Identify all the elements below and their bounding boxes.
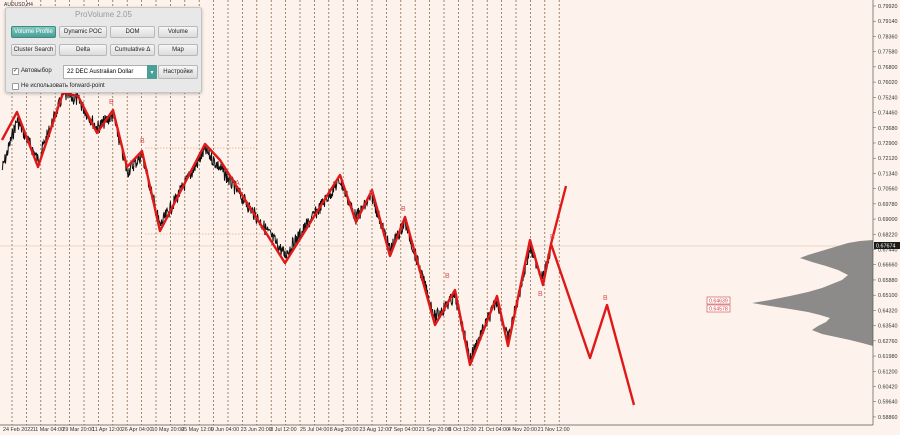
time-tick-label: 23 Aug 12:00 — [359, 427, 391, 433]
cluster-search-button[interactable]: Cluster Search — [11, 44, 56, 56]
wave-label: B — [140, 138, 145, 145]
time-tick-label: 7 Sep 04:00 — [389, 427, 418, 433]
chart-symbol: AUDUSD,H4 — [4, 2, 33, 8]
price-tick-label: 0.78360 — [878, 34, 898, 40]
price-tick-label: 0.62760 — [878, 339, 898, 345]
level-box-value: 0.64578 — [709, 307, 728, 313]
level-boxes: 0.64639 0.64578 — [706, 296, 731, 313]
wave-labels: B B A B B B B B B — [109, 99, 608, 302]
time-tick-label: 11 Mar 04:00 — [33, 427, 64, 433]
delta-button[interactable]: Delta — [59, 44, 107, 56]
dom-button[interactable]: DOM — [110, 26, 155, 38]
price-tick-label: 0.77580 — [878, 50, 898, 56]
dynamic-poc-button[interactable]: Dynamic POC — [59, 26, 107, 38]
price-axis[interactable]: 0.79920 0.79140 0.78360 0.77580 0.76800 0.760… — [873, 4, 898, 421]
time-tick-label: 21 Nov 12:00 — [538, 427, 570, 433]
forward-point-label: Не использовать forward-point — [21, 83, 105, 89]
volume-profile-button[interactable]: Volume Profile — [11, 26, 56, 38]
price-tick-label: 0.60420 — [878, 385, 898, 391]
price-tick-label: 0.71340 — [878, 171, 898, 177]
time-tick-label: 21 Sep 20:00 — [419, 427, 451, 433]
price-tick-label: 0.67440 — [878, 248, 898, 254]
chevron-down-icon[interactable]: ▾ — [147, 65, 157, 79]
wave-projection — [549, 243, 636, 406]
price-tick-label: 0.58860 — [878, 415, 898, 421]
time-tick-label: 11 Apr 12:00 — [92, 427, 122, 433]
time-tick-label: 9 Jun 04:00 — [211, 427, 239, 433]
wave-label: B — [603, 295, 608, 302]
panel-title: ProVolume 2.05 — [75, 10, 132, 19]
level-box-value: 0.64639 — [709, 299, 728, 305]
wave-label: A — [235, 180, 240, 187]
price-tick-label: 0.75240 — [878, 95, 898, 101]
time-tick-label: 21 Oct 04:00 — [478, 427, 509, 433]
price-tick-label: 0.61980 — [878, 354, 898, 360]
price-tick-label: 0.70560 — [878, 187, 898, 193]
auto-select-checkbox[interactable] — [12, 67, 19, 75]
time-tick-label: 10 May 20:00 — [152, 427, 185, 433]
price-tick-label: 0.66660 — [878, 263, 898, 269]
current-price-tag — [874, 242, 900, 249]
time-tick-label: 25 Jul 04:00 — [300, 427, 329, 433]
cumulative-delta-button[interactable]: Cumulative Δ — [110, 44, 155, 56]
auto-select-label: Автовыбор — [21, 68, 52, 74]
provolume-panel[interactable]: ProVolume 2.05 Volume Profile Dynamic PO… — [5, 7, 202, 93]
volume-profile-histogram — [752, 240, 873, 346]
settings-button[interactable]: Настройки — [158, 65, 198, 79]
volume-button[interactable]: Volume — [158, 26, 198, 38]
time-tick-label: 26 Apr 04:00 — [122, 427, 153, 433]
wave-label: B — [401, 206, 406, 213]
time-tick-label: 6 Oct 12:00 — [449, 427, 477, 433]
time-tick-label: 8 Aug 20:00 — [330, 427, 359, 433]
price-tick-label: 0.63540 — [878, 324, 898, 330]
price-tick-label: 0.61200 — [878, 369, 898, 375]
wave-label: B — [445, 273, 450, 280]
wave-label: B — [109, 99, 114, 106]
price-tick-label: 0.76020 — [878, 80, 898, 86]
current-price-value: 0.67674 — [876, 244, 896, 250]
contract-select[interactable]: 22 DEC Australian Dollar ▾ — [63, 65, 157, 79]
price-tick-label: 0.65100 — [878, 293, 898, 299]
wave-label: B — [538, 291, 543, 298]
time-tick-label: 4 Nov 20:00 — [508, 427, 537, 433]
price-tick-label: 0.73680 — [878, 126, 898, 132]
wave-label: B — [550, 234, 555, 241]
time-tick-label: 29 Mar 20:00 — [62, 427, 94, 433]
price-tick-label: 0.64320 — [878, 308, 898, 314]
price-tick-label: 0.79920 — [878, 4, 898, 10]
contract-select-value: 22 DEC Australian Dollar — [67, 69, 134, 75]
forward-point-checkbox[interactable] — [12, 83, 19, 90]
time-tick-label: 23 Jun 20:00 — [241, 427, 272, 433]
time-tick-label: 24 Feb 2022 — [3, 427, 33, 433]
price-tick-label: 0.74460 — [878, 111, 898, 117]
price-tick-label: 0.65880 — [878, 278, 898, 284]
price-tick-label: 0.79140 — [878, 19, 898, 25]
time-tick-label: 25 May 12:00 — [181, 427, 214, 433]
time-tick-label: 8 Jul 12:00 — [270, 427, 296, 433]
map-button[interactable]: Map — [158, 44, 198, 56]
price-tick-label: 0.68220 — [878, 232, 898, 238]
wave-label: B — [369, 190, 374, 197]
price-tick-label: 0.69780 — [878, 202, 898, 208]
price-tick-label: 0.72900 — [878, 141, 898, 147]
price-tick-label: 0.69000 — [878, 217, 898, 223]
wave-zigzag — [0, 91, 568, 367]
price-tick-label: 0.76800 — [878, 65, 898, 71]
price-tick-label: 0.59640 — [878, 400, 898, 406]
price-tick-label: 0.72120 — [878, 156, 898, 162]
